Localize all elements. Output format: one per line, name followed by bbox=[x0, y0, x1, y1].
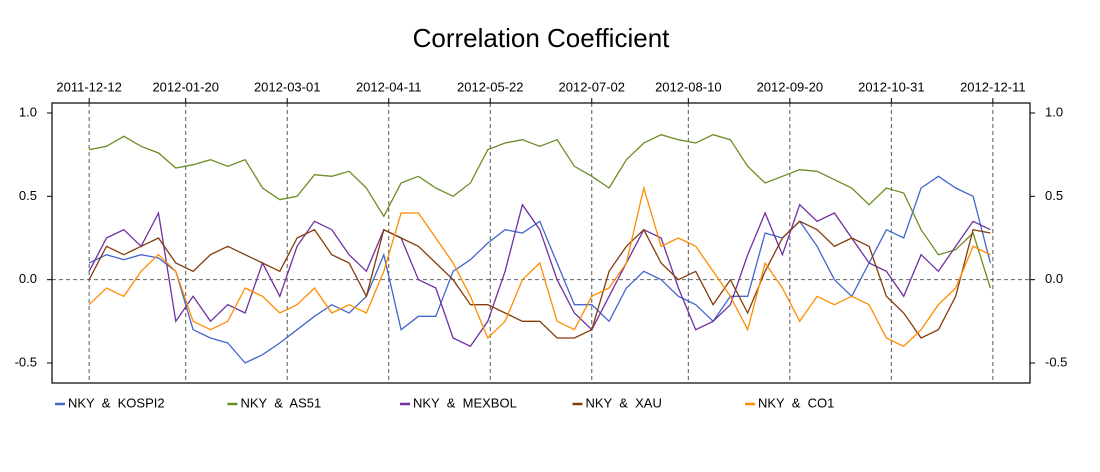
x-tick-label: 2012-10-31 bbox=[858, 79, 925, 94]
x-tick-label: 2012-09-20 bbox=[757, 79, 824, 94]
x-tick-label: 2011-12-12 bbox=[56, 79, 122, 94]
legend-label: NKY & AS51 bbox=[241, 395, 322, 410]
y-tick-label: 0.5 bbox=[19, 188, 37, 203]
x-tick-label: 2012-01-20 bbox=[152, 79, 219, 94]
y-tick-label: 1.0 bbox=[19, 104, 37, 119]
x-tick-label: 2012-08-10 bbox=[655, 79, 722, 94]
legend-label: NKY & MEXBOL bbox=[413, 395, 517, 410]
x-tick-label: 2012-03-01 bbox=[254, 79, 321, 94]
legend-label: NKY & XAU bbox=[586, 395, 662, 410]
y2-tick-label: 1.0 bbox=[1045, 104, 1063, 119]
y2-tick-label: 0.5 bbox=[1045, 188, 1063, 203]
legend-label: NKY & CO1 bbox=[758, 395, 834, 410]
plot-frame bbox=[51, 102, 1031, 384]
y2-tick-label: 0.0 bbox=[1045, 271, 1063, 286]
chart-title: Correlation Coefficient bbox=[413, 23, 671, 53]
x-tick-label: 2012-07-02 bbox=[559, 79, 626, 94]
legend-label: NKY & KOSPI2 bbox=[68, 395, 165, 410]
y2-tick-label: -0.5 bbox=[1045, 354, 1067, 369]
x-tick-label: 2012-12-11 bbox=[960, 79, 1026, 94]
series-line bbox=[88, 175, 992, 364]
x-tick-label: 2012-05-22 bbox=[457, 79, 524, 94]
y-tick-label: 0.0 bbox=[19, 271, 37, 286]
y-tick-label: -0.5 bbox=[15, 354, 37, 369]
series-line bbox=[88, 203, 991, 348]
series-line bbox=[88, 185, 991, 348]
x-tick-label: 2012-04-11 bbox=[356, 79, 422, 94]
series-line bbox=[88, 220, 991, 339]
series-line bbox=[88, 134, 992, 289]
